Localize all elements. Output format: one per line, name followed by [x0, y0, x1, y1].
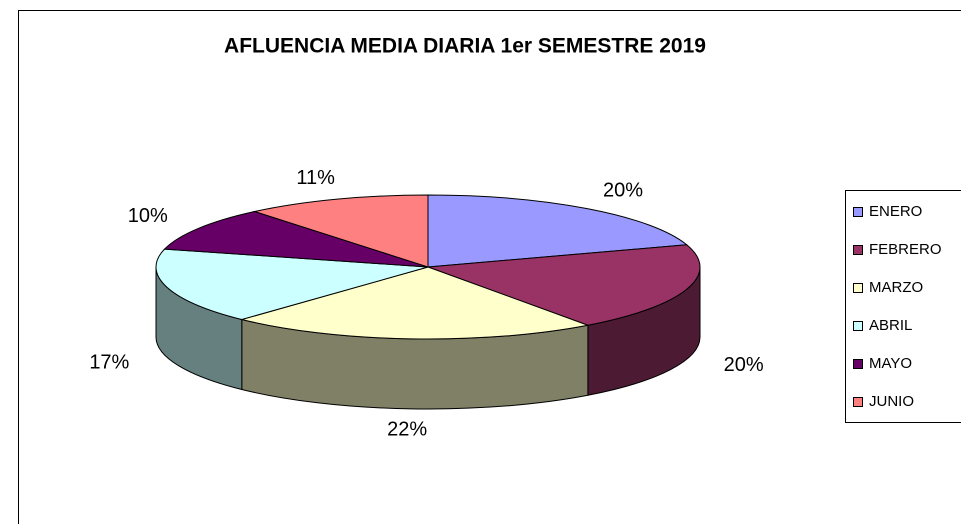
pie-slice: [427, 244, 701, 326]
pie-slice: [155, 248, 429, 321]
data-label: 10%: [128, 205, 168, 227]
legend-label: MAYO: [869, 355, 912, 372]
legend-swatch: [853, 397, 863, 407]
legend-label: MARZO: [869, 279, 923, 296]
data-label: 22%: [387, 419, 427, 441]
data-label: 11%: [296, 167, 335, 189]
legend-swatch: [853, 321, 863, 331]
legend-box: [845, 190, 961, 423]
pie-slice: [239, 266, 590, 340]
pie-slice: [252, 194, 429, 268]
data-label: 20%: [724, 354, 764, 376]
legend-swatch: [853, 245, 863, 255]
data-label: 17%: [89, 351, 129, 373]
data-label: 20%: [603, 180, 643, 202]
chart-title: AFLUENCIA MEDIA DIARIA 1er SEMESTRE 2019: [224, 35, 706, 58]
legend-label: FEBRERO: [869, 241, 942, 258]
legend-swatch: [853, 359, 863, 369]
legend-label: JUNIO: [869, 393, 914, 410]
legend-swatch: [853, 283, 863, 293]
pie-slice: [427, 194, 688, 268]
pie-slice: [163, 211, 429, 268]
legend-label: ENERO: [869, 203, 922, 220]
legend-swatch: [853, 207, 863, 217]
legend-label: ABRIL: [869, 317, 912, 334]
